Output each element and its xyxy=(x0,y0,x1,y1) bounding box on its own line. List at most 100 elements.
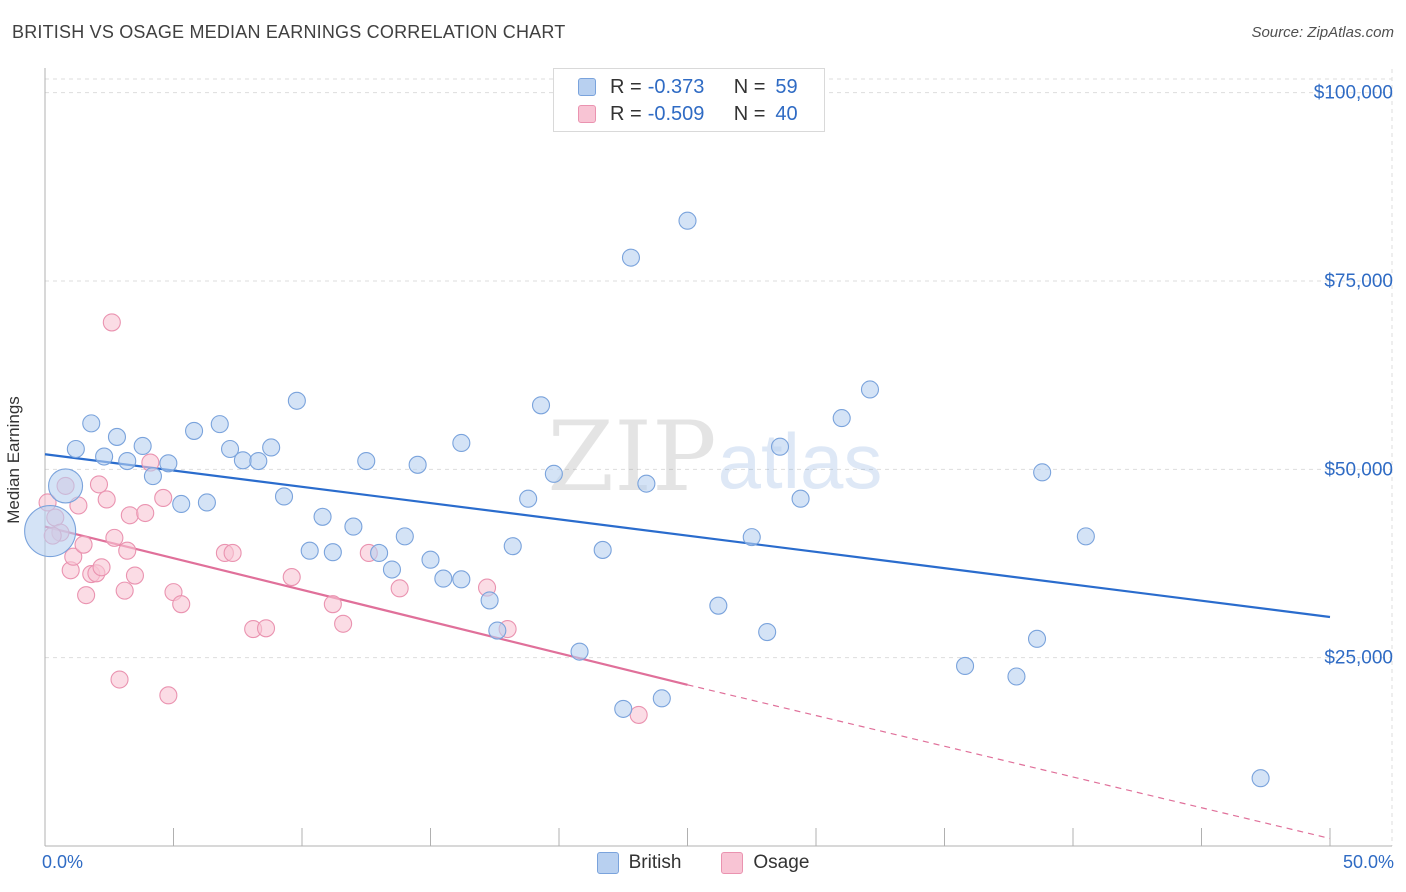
british-trend-line xyxy=(44,453,1331,619)
data-points xyxy=(24,211,1270,788)
osage-trend-line-extension xyxy=(687,684,1331,840)
british-point-40 xyxy=(593,540,612,559)
r-label: R = xyxy=(610,75,642,98)
r-value: -0.509 xyxy=(647,102,705,125)
osage-point-14 xyxy=(102,313,121,332)
osage-point-16 xyxy=(110,670,129,689)
british-point-33 xyxy=(480,591,499,610)
watermark: ZIP atlas xyxy=(547,401,882,513)
british-point-1 xyxy=(48,468,84,504)
british-point-11 xyxy=(185,421,204,440)
osage-point-15 xyxy=(105,528,124,547)
british-point-38 xyxy=(544,464,563,483)
osage-point-31 xyxy=(282,568,301,587)
osage-point-5 xyxy=(64,547,83,566)
british-point-25 xyxy=(370,543,389,563)
british-point-5 xyxy=(107,427,127,446)
osage-point-38 xyxy=(629,705,648,724)
british-point-2 xyxy=(66,439,85,459)
british-point-13 xyxy=(210,415,229,434)
british-point-37 xyxy=(531,396,551,415)
british-point-53 xyxy=(956,656,975,676)
british-point-3 xyxy=(82,414,101,433)
osage-point-19 xyxy=(120,506,139,525)
y-tick-labels: $25,000 $50,000 $75,000 $100,000 xyxy=(1314,83,1393,669)
british-point-32 xyxy=(452,433,471,453)
british-point-30 xyxy=(434,569,453,588)
osage-point-30 xyxy=(256,619,276,638)
osage-point-33 xyxy=(334,614,353,633)
british-point-41 xyxy=(614,699,633,718)
british-point-51 xyxy=(832,409,851,428)
y-tick-label-1: $50,000 xyxy=(1324,459,1393,480)
british-point-6 xyxy=(118,451,137,471)
british-point-50 xyxy=(791,489,810,508)
osage-point-35 xyxy=(390,579,409,598)
osage-point-23 xyxy=(154,488,173,508)
british-point-10 xyxy=(172,494,191,514)
stats-legend: R = -0.373 N = 59 R = -0.509 N = 40 xyxy=(553,68,825,132)
british-point-42 xyxy=(621,248,641,267)
british-point-17 xyxy=(262,438,281,457)
british-point-52 xyxy=(860,380,880,399)
british-point-15 xyxy=(233,451,252,470)
british-point-27 xyxy=(395,527,414,546)
n-label: N = xyxy=(733,102,766,125)
osage-point-21 xyxy=(136,503,155,523)
british-point-21 xyxy=(313,507,332,526)
british-point-58 xyxy=(1251,769,1270,788)
british-point-49 xyxy=(770,437,790,456)
british-legend-label: British xyxy=(628,852,682,873)
british-point-8 xyxy=(143,467,162,486)
osage-swatch xyxy=(578,105,596,123)
british-point-23 xyxy=(344,517,363,536)
british-point-31 xyxy=(452,570,471,589)
british-point-16 xyxy=(249,451,268,471)
osage-point-20 xyxy=(125,566,144,585)
british-point-39 xyxy=(570,642,589,661)
legend-row-osage: R = -0.509 N = 40 xyxy=(578,102,798,126)
r-label: R = xyxy=(610,102,642,125)
grid-lines xyxy=(45,69,1393,846)
x-tick-label-max: 50.0% xyxy=(1342,852,1394,872)
osage-point-18 xyxy=(118,541,137,560)
british-point-35 xyxy=(503,537,522,556)
y-axis-label: Median Earnings xyxy=(4,396,23,524)
osage-point-7 xyxy=(74,535,93,554)
british-point-12 xyxy=(197,493,216,512)
osage-point-24 xyxy=(159,686,178,705)
osage-point-26 xyxy=(172,595,191,614)
legend-item-osage: Osage xyxy=(721,852,809,874)
osage-point-28 xyxy=(223,543,242,563)
british-point-43 xyxy=(637,474,656,493)
british-point-45 xyxy=(678,211,697,230)
source-label: Source: ZipAtlas.com xyxy=(1251,24,1394,41)
british-point-28 xyxy=(408,455,427,474)
british-point-29 xyxy=(421,550,440,569)
british-point-44 xyxy=(652,689,671,708)
osage-point-32 xyxy=(323,595,342,614)
watermark-zip: ZIP xyxy=(547,401,716,513)
british-point-4 xyxy=(95,447,114,466)
x-tick-label-min: 0.0% xyxy=(42,852,84,872)
chart-title: BRITISH VS OSAGE MEDIAN EARNINGS CORRELA… xyxy=(12,22,566,42)
british-point-54 xyxy=(1007,667,1026,686)
british-point-34 xyxy=(488,621,507,640)
n-value: 40 xyxy=(775,102,798,125)
british-point-22 xyxy=(323,543,342,562)
british-point-55 xyxy=(1027,629,1047,648)
osage-point-17 xyxy=(115,581,134,600)
british-point-24 xyxy=(357,451,376,471)
british-point-18 xyxy=(274,487,294,506)
y-tick-label-3: $100,000 xyxy=(1314,83,1393,104)
n-label: N = xyxy=(733,75,766,98)
osage-point-13 xyxy=(97,490,116,509)
british-point-20 xyxy=(300,541,319,560)
y-tick-label-0: $25,000 xyxy=(1324,648,1393,669)
british-point-14 xyxy=(220,439,240,459)
osage-legend-swatch xyxy=(721,852,744,874)
osage-point-12 xyxy=(92,558,111,577)
british-legend-swatch xyxy=(596,852,619,874)
series-legend: British Osage xyxy=(0,852,1406,874)
